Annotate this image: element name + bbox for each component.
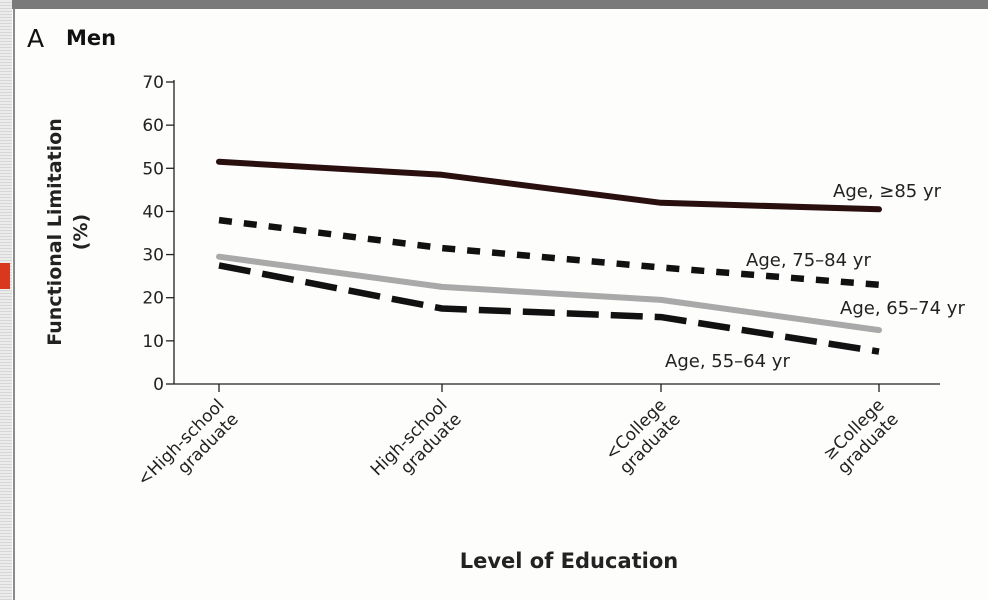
x-tick-label: ≥Collegegraduate (819, 395, 902, 478)
chart-title: Men (66, 26, 117, 50)
series-label-3: Age, 55–64 yr (665, 351, 790, 372)
y-tick-label: 20 (142, 289, 164, 309)
series-line-1 (218, 216, 880, 289)
figure-panel (13, 9, 988, 600)
page-marker (0, 263, 10, 289)
series-label-2: Age, 65–74 yr (840, 298, 965, 319)
y-tick-label: 30 (142, 246, 164, 266)
x-tick-label: <Collegegraduate (601, 395, 684, 478)
y-tick-label: 40 (142, 202, 164, 222)
x-tick-label: <High-schoolgraduate (134, 395, 243, 504)
y-tick-label: 60 (142, 116, 164, 136)
series-label-1: Age, 75–84 yr (746, 250, 871, 271)
y-tick-label: 0 (153, 375, 164, 395)
x-tick-label: High-schoolgraduate (367, 395, 466, 494)
y-tick-label: 50 (142, 159, 164, 179)
series-line-2 (216, 253, 882, 334)
y-tick-label: 70 (142, 73, 164, 93)
viewer-top-frame (12, 0, 988, 9)
x-axis-title: Level of Education (459, 549, 679, 573)
series-label-0: Age, ≥85 yr (833, 181, 942, 202)
viewer-left-rail (0, 0, 12, 600)
series-line-3 (218, 262, 880, 355)
y-tick-label: 10 (142, 332, 164, 352)
series-line-0 (216, 158, 882, 213)
panel-letter: A (27, 24, 45, 53)
